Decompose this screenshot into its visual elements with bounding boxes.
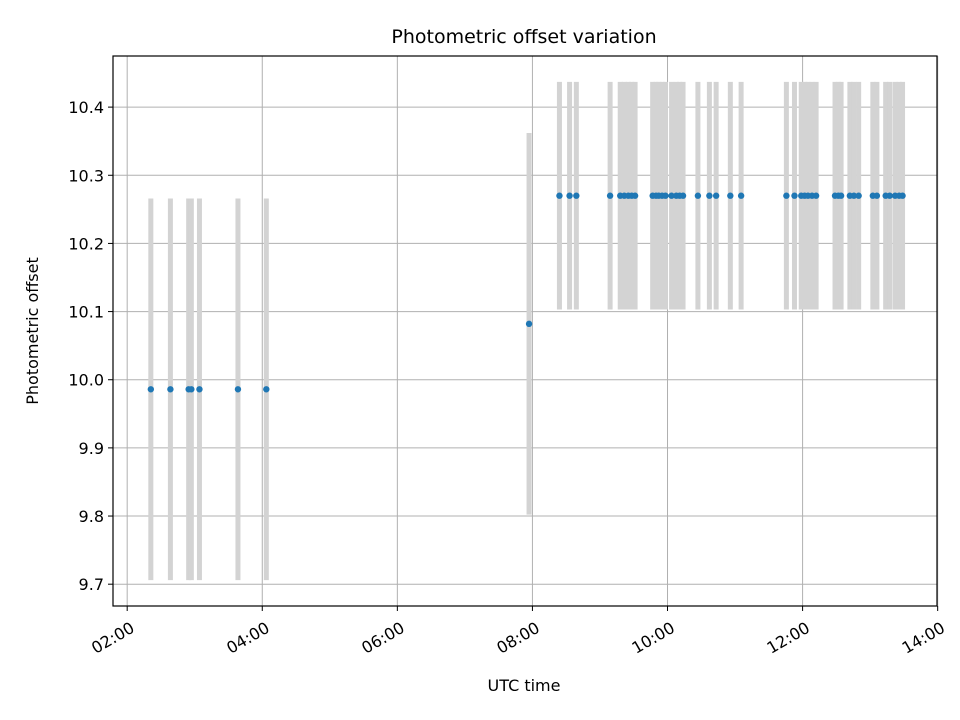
- chart-title: Photometric offset variation: [391, 26, 656, 48]
- data-point: [188, 386, 195, 393]
- data-point: [668, 192, 675, 199]
- data-point: [837, 192, 845, 199]
- data-point: [631, 192, 639, 199]
- data-point: [234, 386, 242, 393]
- data-point: [147, 386, 155, 393]
- data-point: [525, 320, 533, 328]
- data-point: [727, 192, 734, 199]
- y-tick-label: 10.4: [68, 98, 104, 117]
- data-point: [855, 192, 862, 199]
- data-point: [196, 386, 203, 393]
- y-tick-label: 9.8: [79, 507, 104, 526]
- data-point: [886, 192, 893, 199]
- data-point: [679, 192, 687, 199]
- data-point: [694, 192, 702, 199]
- data-point: [791, 192, 798, 199]
- data-point: [566, 192, 573, 199]
- y-tick-label: 9.9: [79, 439, 104, 458]
- y-axis-ticks: 9.7 9.8 9.9 10.0 10.1 10.2 10.3 10.4: [68, 98, 113, 594]
- grid: [113, 56, 939, 606]
- data-point: [263, 386, 270, 393]
- data-point: [606, 192, 614, 199]
- y-tick-label: 10.2: [68, 234, 104, 253]
- data-point: [812, 192, 820, 199]
- data-point: [573, 192, 580, 199]
- y-tick-label: 10.3: [68, 166, 104, 185]
- data-point: [662, 192, 669, 199]
- y-tick-label: 10.1: [68, 303, 104, 322]
- data-point: [712, 192, 720, 199]
- data-point: [873, 192, 881, 199]
- y-tick-label: 9.7: [79, 575, 104, 594]
- data-point: [556, 192, 563, 199]
- data-point: [783, 192, 790, 199]
- data-point: [850, 192, 858, 199]
- x-axis-label: UTC time: [488, 676, 561, 695]
- data-point: [899, 192, 906, 199]
- y-axis-label: Photometric offset: [23, 257, 42, 405]
- data-points: [147, 192, 906, 393]
- data-point: [737, 192, 745, 199]
- data-point: [706, 192, 713, 199]
- plot-frame: [112, 55, 938, 607]
- data-point: [167, 386, 174, 393]
- y-tick-label: 10.0: [68, 371, 104, 390]
